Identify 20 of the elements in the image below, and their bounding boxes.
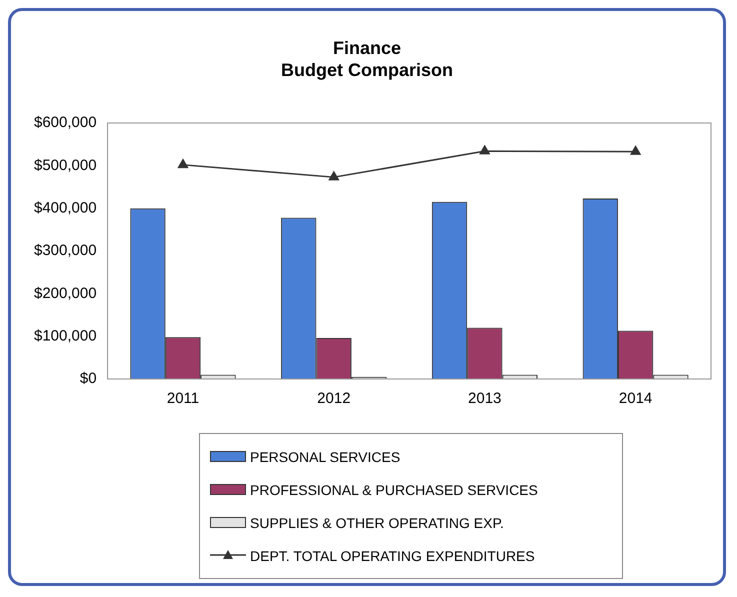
y-tick-label: $200,000: [34, 284, 97, 302]
y-tick-label: $100,000: [34, 327, 97, 344]
point: [328, 171, 339, 180]
point: [480, 145, 490, 154]
y-tick-label: $0: [80, 370, 97, 388]
x-tick-label: 2012: [317, 390, 351, 408]
legend-label: PROFESSIONAL & PURCHASED SERVICES: [250, 482, 538, 498]
legend-label: SUPPLIES & OTHER OPERATING EXP.: [250, 514, 504, 530]
y-tick-label: $400,000: [34, 199, 97, 216]
legend-label: DEPT. TOTAL OPERATING EXPENDITURES: [250, 548, 535, 564]
y-tick-label: $600,000: [34, 114, 97, 132]
x-tick-label: 2011: [166, 390, 200, 408]
x-tick-label: 2014: [618, 390, 652, 408]
x-tick-label: 2013: [468, 390, 502, 408]
chart-title: Finance Budget Comparison: [280, 37, 454, 81]
point: [178, 159, 188, 168]
legend-label: PERSONAL SERVICES: [250, 448, 400, 464]
point: [630, 146, 641, 155]
y-tick-label: $500,000: [34, 156, 97, 174]
y-tick-label: $300,000: [34, 242, 97, 260]
